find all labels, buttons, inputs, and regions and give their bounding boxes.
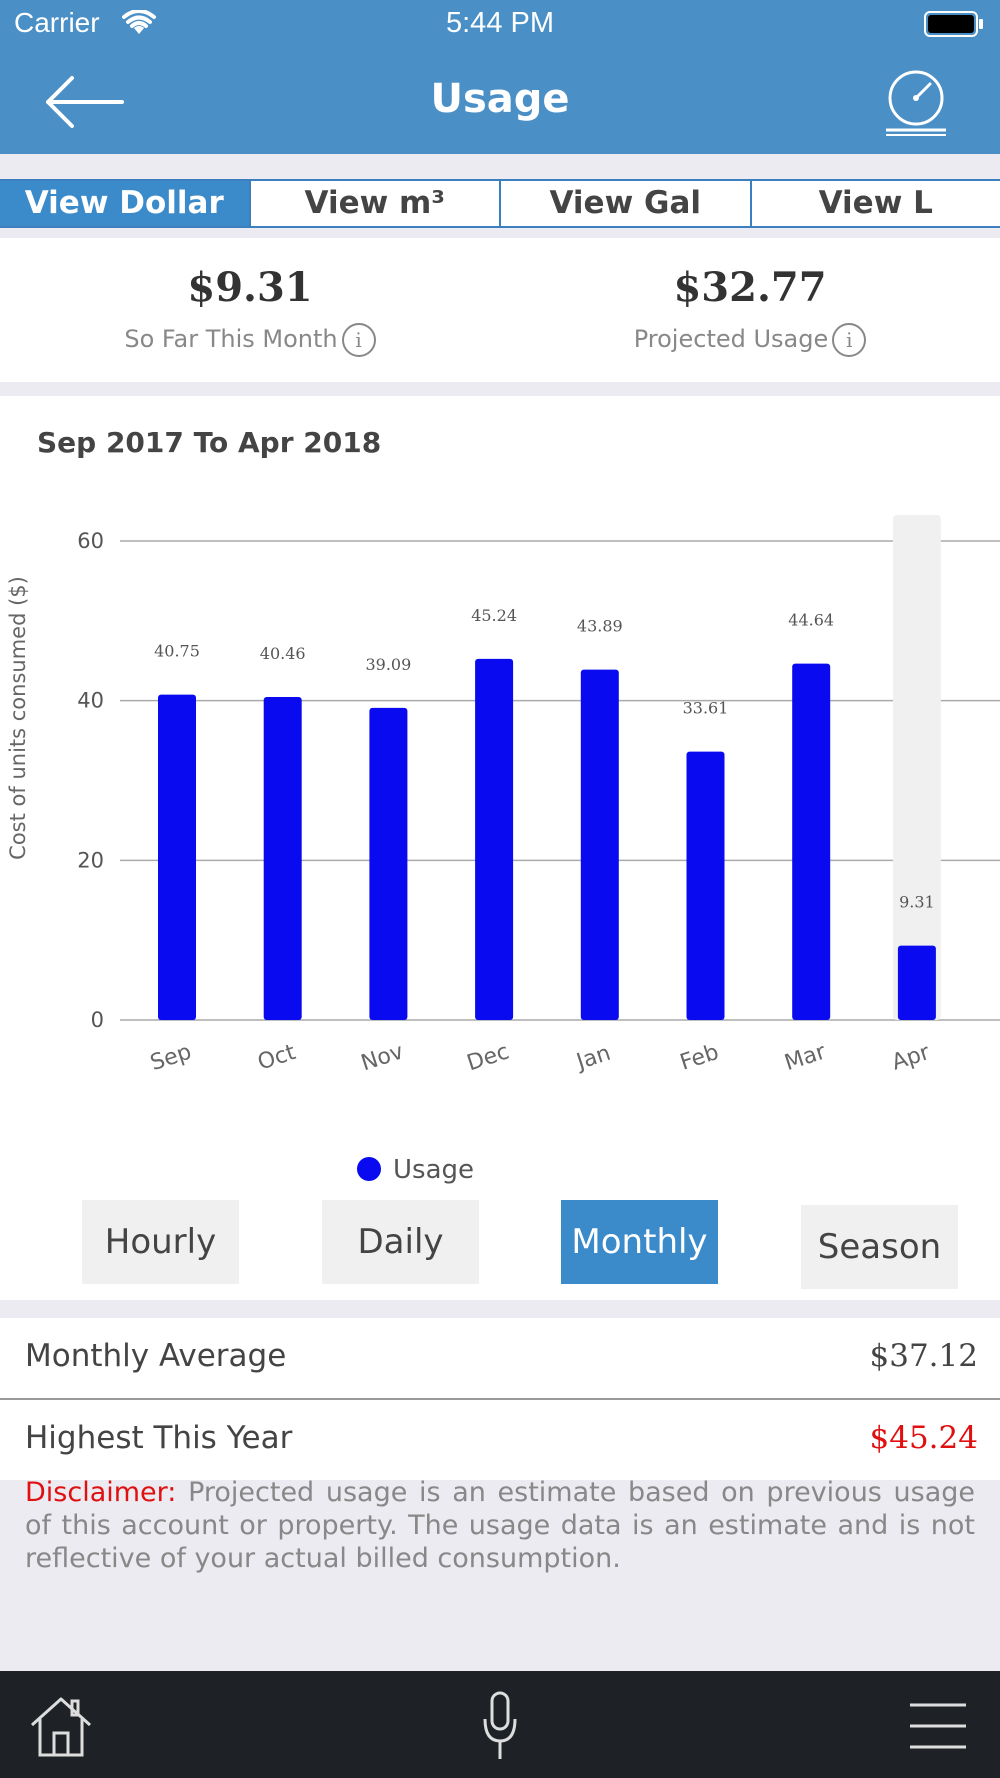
y-axis-label: Cost of units consumed ($)	[6, 576, 30, 860]
projected-value: $32.77	[673, 264, 827, 311]
so-far-value: $9.31	[187, 264, 313, 311]
unit-tabs: View Dollar View m³ View Gal View L	[0, 179, 1000, 228]
gauge-icon[interactable]	[880, 66, 952, 138]
back-arrow-icon[interactable]	[40, 72, 130, 132]
data-label: 43.89	[577, 617, 623, 636]
x-tick-label: Feb	[677, 1040, 722, 1076]
home-icon[interactable]	[28, 1693, 94, 1759]
data-label: 33.61	[683, 699, 729, 718]
divider	[0, 1398, 1000, 1400]
legend-marker	[357, 1157, 381, 1181]
chart-title: Sep 2017 To Apr 2018	[37, 426, 382, 459]
projected-usage: $32.77 Projected Usage i	[500, 264, 1000, 357]
disclaimer: Disclaimer: Projected usage is an estima…	[25, 1476, 975, 1575]
usage-summary: $9.31 So Far This Month i $32.77 Projecte…	[0, 238, 1000, 382]
monthly-average-row: Monthly Average $37.12	[0, 1318, 1000, 1398]
disclaimer-text: Projected usage is an estimate based on …	[25, 1477, 976, 1574]
period-monthly-button[interactable]: Monthly	[561, 1200, 718, 1284]
bar	[580, 669, 619, 1020]
battery-icon	[924, 11, 983, 37]
menu-icon[interactable]	[908, 1701, 968, 1751]
monthly-average-value: $37.12	[869, 1338, 978, 1374]
x-tick-label: Dec	[464, 1039, 512, 1076]
y-tick-label: 20	[77, 848, 104, 872]
period-daily-button[interactable]: Daily	[322, 1200, 479, 1284]
y-tick-label: 60	[77, 529, 104, 553]
data-label: 9.31	[899, 893, 935, 912]
bar	[369, 707, 408, 1020]
x-tick-label: Nov	[358, 1039, 407, 1076]
bar	[792, 663, 831, 1020]
highest-label: Highest This Year	[25, 1420, 293, 1456]
status-bar: Carrier 5:44 PM	[0, 0, 1000, 50]
bar	[686, 751, 725, 1020]
period-hourly-button[interactable]: Hourly	[82, 1200, 239, 1284]
bar	[897, 945, 936, 1020]
usage-chart-panel: Sep 2017 To Apr 2018 0 20 40 60 40.75 Sep 40.…	[0, 396, 1000, 1300]
carrier-label: Carrier	[14, 7, 100, 38]
wifi-icon	[122, 10, 156, 34]
highest-value: $45.24	[869, 1420, 978, 1456]
data-label: 40.75	[154, 642, 200, 661]
data-label: 40.46	[260, 644, 306, 663]
disclaimer-label: Disclaimer:	[25, 1477, 177, 1508]
so-far-label: So Far This Month	[124, 325, 338, 353]
usage-stats: Monthly Average $37.12 Highest This Year…	[0, 1318, 1000, 1480]
tab-view-gal[interactable]: View Gal	[501, 181, 752, 226]
info-icon[interactable]: i	[832, 323, 867, 357]
page-title: Usage	[430, 76, 570, 122]
usage-bar-chart: 0 20 40 60 40.75 Sep 40.46 Oct 39.09 Nov 45.24 Dec…	[6, 515, 1000, 1185]
nav-header: Usage	[0, 50, 1000, 154]
highest-this-year-row: Highest This Year $45.24	[0, 1400, 1000, 1480]
data-label: 45.24	[471, 606, 517, 625]
bottom-tab-bar	[0, 1671, 1000, 1778]
x-tick-label: Apr	[889, 1040, 934, 1076]
x-tick-label: Oct	[255, 1040, 299, 1076]
y-tick-label: 0	[91, 1008, 104, 1032]
tab-view-m3[interactable]: View m³	[251, 181, 501, 226]
data-label: 39.09	[365, 655, 411, 674]
x-tick-label: Sep	[147, 1040, 194, 1077]
legend-label: Usage	[393, 1155, 474, 1185]
projected-label: Projected Usage	[633, 325, 829, 353]
info-icon[interactable]: i	[341, 323, 376, 357]
x-tick-label: Mar	[782, 1039, 830, 1076]
bar	[475, 658, 514, 1020]
monthly-average-label: Monthly Average	[25, 1338, 287, 1374]
data-label: 44.64	[788, 611, 834, 630]
x-tick-label: Jan	[572, 1041, 614, 1076]
tab-view-dollar[interactable]: View Dollar	[0, 181, 251, 226]
y-tick-label: 40	[77, 689, 104, 713]
clock-time: 5:44 PM	[446, 7, 554, 39]
so-far-this-month: $9.31 So Far This Month i	[0, 264, 500, 357]
period-season-button[interactable]: Season	[801, 1205, 958, 1289]
bar	[158, 694, 196, 1020]
highlight-column	[892, 515, 941, 1020]
microphone-icon[interactable]	[481, 1691, 519, 1761]
tab-view-l[interactable]: View L	[818, 185, 933, 221]
bar	[263, 696, 302, 1020]
